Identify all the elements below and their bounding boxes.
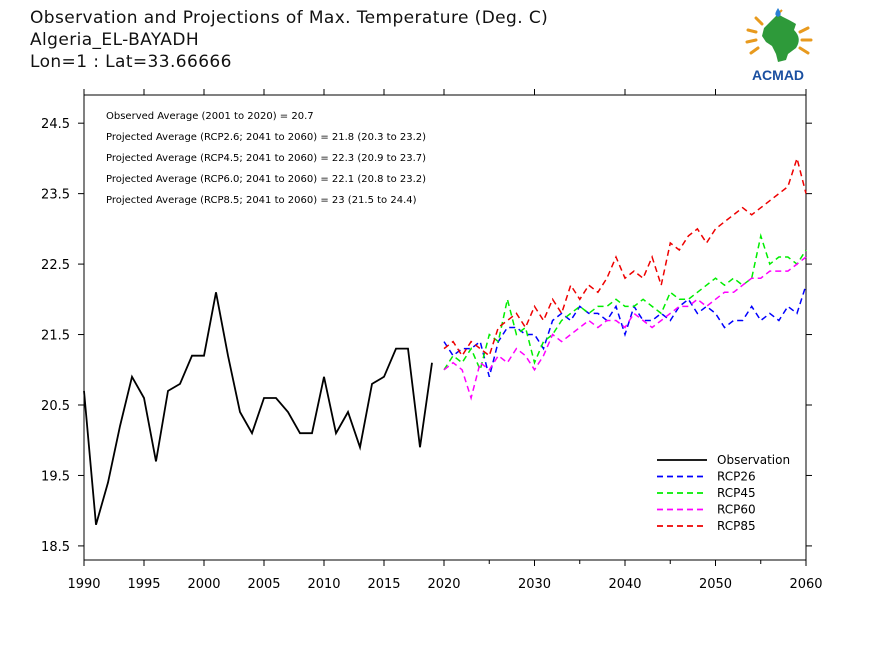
y-tick-label: 22.5: [41, 258, 70, 273]
chart-title: Observation and Projections of Max. Temp…: [30, 8, 549, 28]
chart-subtitle-station: Algeria_EL-BAYADH: [30, 30, 200, 50]
legend-label-rcp26: RCP26: [717, 470, 756, 484]
y-tick-label: 20.5: [41, 399, 70, 414]
acmad-logo: ACMAD: [745, 8, 813, 83]
axis-ticks: 18.5 19.5 20.5 21.5 22.5 23.5 24.5 1990 1995 2000…: [41, 89, 823, 592]
water-drop-icon: [775, 8, 781, 17]
series-lines: [83, 155, 807, 526]
legend-label-rcp85: RCP85: [717, 519, 756, 533]
series-line-rcp26: [443, 284, 807, 377]
legend-label-rcp60: RCP60: [717, 503, 756, 517]
series-line-rcp45: [443, 232, 807, 373]
x-tick-label: 2020: [427, 577, 460, 592]
annotation-line: Projected Average (RCP4.5; 2041 to 2060)…: [106, 153, 426, 164]
annotation-line: Observed Average (2001 to 2020) = 20.7: [106, 111, 314, 122]
x-tick-label: 1990: [67, 577, 100, 592]
y-tick-label: 18.5: [41, 540, 70, 555]
sun-rays-icon: [745, 16, 813, 55]
y-tick-label: 23.5: [41, 188, 70, 203]
x-tick-label: 1995: [127, 577, 160, 592]
x-tick-label: 2040: [608, 577, 641, 592]
x-tick-label: 2015: [367, 577, 400, 592]
x-tick-label: 2050: [699, 577, 732, 592]
annotation-line: Projected Average (RCP8.5; 2041 to 2060)…: [106, 195, 417, 206]
legend-label-observation: Observation: [717, 453, 790, 467]
annotation-line: Projected Average (RCP6.0; 2041 to 2060)…: [106, 174, 426, 185]
chart-subtitle-coordinates: Lon=1 : Lat=33.66666: [30, 52, 232, 72]
y-tick-label: 19.5: [41, 469, 70, 484]
series-line-observation: [83, 292, 433, 526]
x-tick-label: 2060: [789, 577, 822, 592]
x-tick-label: 2005: [247, 577, 280, 592]
series-line-rcp60: [443, 256, 807, 401]
logo-text: ACMAD: [752, 67, 804, 83]
x-tick-label: 2030: [518, 577, 551, 592]
series-line-rcp85: [443, 155, 807, 358]
legend-label-rcp45: RCP45: [717, 486, 756, 500]
y-tick-label: 24.5: [41, 117, 70, 132]
x-tick-label: 2010: [307, 577, 340, 592]
annotations: Observed Average (2001 to 2020) = 20.7 Pr…: [106, 111, 426, 206]
y-tick-label: 21.5: [41, 329, 70, 344]
x-tick-label: 2000: [187, 577, 220, 592]
legend: Observation RCP26 RCP45 RCP60 RCP85: [657, 453, 790, 533]
plot-frame: [83, 94, 807, 561]
annotation-line: Projected Average (RCP2.6; 2041 to 2060)…: [106, 132, 426, 143]
